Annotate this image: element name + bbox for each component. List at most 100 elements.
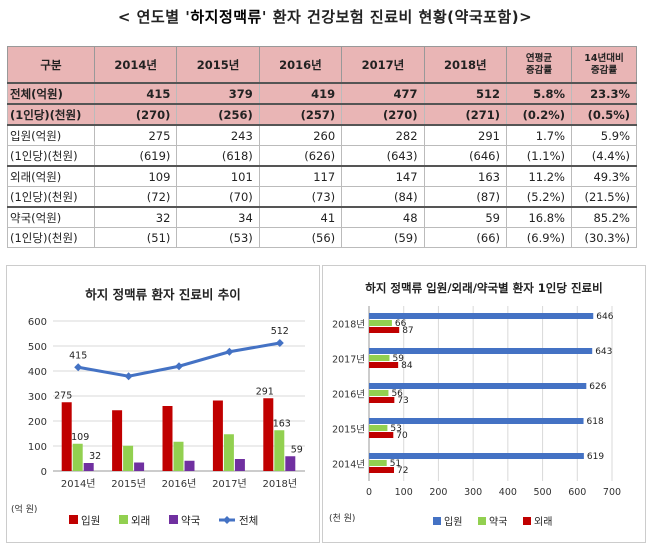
table-cell: 16.8% xyxy=(506,206,572,228)
bar-입원 xyxy=(162,406,173,471)
y-tick-label: 2014년 xyxy=(332,460,365,471)
row-label: (1인당)(천원) xyxy=(7,186,95,208)
legend-swatch xyxy=(119,515,128,524)
bar-입원 xyxy=(61,402,72,471)
table-cell: (6.9%) xyxy=(506,227,572,248)
bar-입원 xyxy=(369,383,587,389)
data-label: 32 xyxy=(89,451,101,462)
data-label: 66 xyxy=(395,319,407,329)
header-cell: 연평균 증감률 xyxy=(506,46,572,84)
bar-약국 xyxy=(369,320,392,326)
table-cell: 41 xyxy=(258,206,343,228)
table-cell: 379 xyxy=(176,82,260,105)
header-cell: 2016년 xyxy=(258,46,343,84)
line-point xyxy=(225,347,234,356)
table-cell: 101 xyxy=(176,165,260,187)
per-capita-chart-panel: 하지 정맥류 입원/외래/약국별 환자 1인당 진료비 0 100 200 300 40… xyxy=(322,265,646,543)
unit-label: (억 원) xyxy=(11,503,37,515)
table-cell: (84) xyxy=(341,186,425,208)
y-tick-label: 0 xyxy=(41,467,47,478)
x-tick-label: 400 xyxy=(499,487,517,498)
legend-swatch xyxy=(478,517,486,525)
y-tick-label: 500 xyxy=(28,342,47,353)
trend-chart-panel: 하지 정맥류 환자 진료비 추이 0 100 200 300 400 500 600 2014… xyxy=(6,265,320,543)
row-label: 약국(억원) xyxy=(7,206,95,228)
bar-입원 xyxy=(369,313,594,319)
table-cell: (0.2%) xyxy=(506,103,572,126)
table-cell: (256) xyxy=(176,103,260,126)
data-label: 109 xyxy=(71,432,89,443)
table-cell: (70) xyxy=(176,186,260,208)
bar-약국 xyxy=(285,456,296,471)
table-cell: (53) xyxy=(176,227,260,248)
table-header-row: 구분 2014년 2015년 2016년 2017년 2018년 연평균 증감률… xyxy=(7,46,637,84)
row-label: 입원(억원) xyxy=(7,124,95,146)
row-label: 전체(억원) xyxy=(7,82,95,105)
table-cell: (626) xyxy=(258,145,343,167)
header-cell: 2014년 xyxy=(93,46,178,84)
bar-입원 xyxy=(369,453,584,459)
bar-약국 xyxy=(369,425,388,431)
table-cell: (257) xyxy=(258,103,343,126)
table-cell: (5.2%) xyxy=(506,186,572,208)
header-cell: 구분 xyxy=(7,46,95,84)
table-cell: 85.2% xyxy=(571,206,637,228)
table-row: (1인당)(천원) (51) (53) (56) (59) (66) (6.9%) (30.3… xyxy=(7,227,637,248)
bar-약국 xyxy=(369,390,389,396)
legend-swatch xyxy=(69,515,78,524)
data-label: 275 xyxy=(54,390,72,401)
table-cell: 49.3% xyxy=(571,165,637,187)
data-label: 72 xyxy=(397,466,408,476)
table-cell: (270) xyxy=(341,103,425,126)
table-cell: (271) xyxy=(423,103,508,126)
bar-외래 xyxy=(369,432,394,438)
line-point xyxy=(175,362,183,371)
bar-약국 xyxy=(134,462,145,471)
bar-외래 xyxy=(173,441,184,471)
header-cell: 2017년 xyxy=(341,46,425,84)
data-label: 163 xyxy=(273,418,291,429)
table-cell: (643) xyxy=(341,145,425,167)
data-label: 84 xyxy=(401,361,413,371)
table-cell: (59) xyxy=(341,227,425,248)
x-tick-label: 2018년 xyxy=(262,478,297,490)
title-emphasis: 하지정맥류 xyxy=(190,8,262,26)
table-cell: (73) xyxy=(258,186,343,208)
legend-swatch xyxy=(169,515,178,524)
x-tick-label: 2016년 xyxy=(162,478,197,490)
table-cell: 477 xyxy=(341,82,425,105)
data-label: 646 xyxy=(596,312,613,322)
table-cell: (87) xyxy=(423,186,508,208)
table-cell: 5.8% xyxy=(506,82,572,105)
table-cell: 34 xyxy=(176,206,260,228)
line-point xyxy=(74,363,83,372)
table-cell: 275 xyxy=(93,124,178,146)
data-label: 59 xyxy=(291,444,303,455)
data-label: 53 xyxy=(390,424,401,434)
table-cell: 282 xyxy=(341,124,425,146)
title-prefix: < 연도별 ' xyxy=(117,8,191,26)
legend-label: 전체 xyxy=(239,515,258,527)
y-tick-label: 2016년 xyxy=(332,390,365,401)
bar-입원 xyxy=(112,410,123,471)
data-label: 291 xyxy=(256,386,274,397)
line-point xyxy=(124,372,133,381)
table-cell: (619) xyxy=(93,145,178,167)
bar-외래 xyxy=(369,327,400,333)
x-tick-label: 300 xyxy=(464,487,482,498)
bar-약국 xyxy=(184,460,195,471)
table-cell: 291 xyxy=(423,124,508,146)
data-label: 73 xyxy=(397,396,408,406)
table-cell: 23.3% xyxy=(571,82,637,105)
bar-입원 xyxy=(212,400,223,471)
y-tick-label: 2018년 xyxy=(332,320,365,331)
table-cell: 512 xyxy=(423,82,508,105)
bar-입원 xyxy=(369,348,593,354)
bar-입원 xyxy=(263,398,274,471)
header-cell: 14년대비 증감률 xyxy=(571,46,637,84)
trend-chart-title: 하지 정맥류 환자 진료비 추이 xyxy=(85,287,241,302)
table-cell: (646) xyxy=(423,145,508,167)
table-cell: (21.5%) xyxy=(571,186,637,208)
data-label: 415 xyxy=(69,350,87,361)
